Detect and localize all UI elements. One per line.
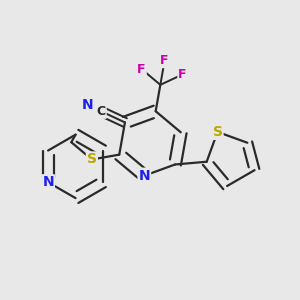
Text: F: F (137, 62, 146, 76)
Text: F: F (178, 68, 187, 81)
Text: N: N (82, 98, 94, 112)
Text: N: N (42, 175, 54, 189)
Text: S: S (212, 125, 223, 139)
Text: F: F (160, 54, 169, 67)
Text: S: S (87, 152, 97, 167)
Text: C: C (97, 105, 106, 118)
Text: N: N (139, 169, 150, 183)
